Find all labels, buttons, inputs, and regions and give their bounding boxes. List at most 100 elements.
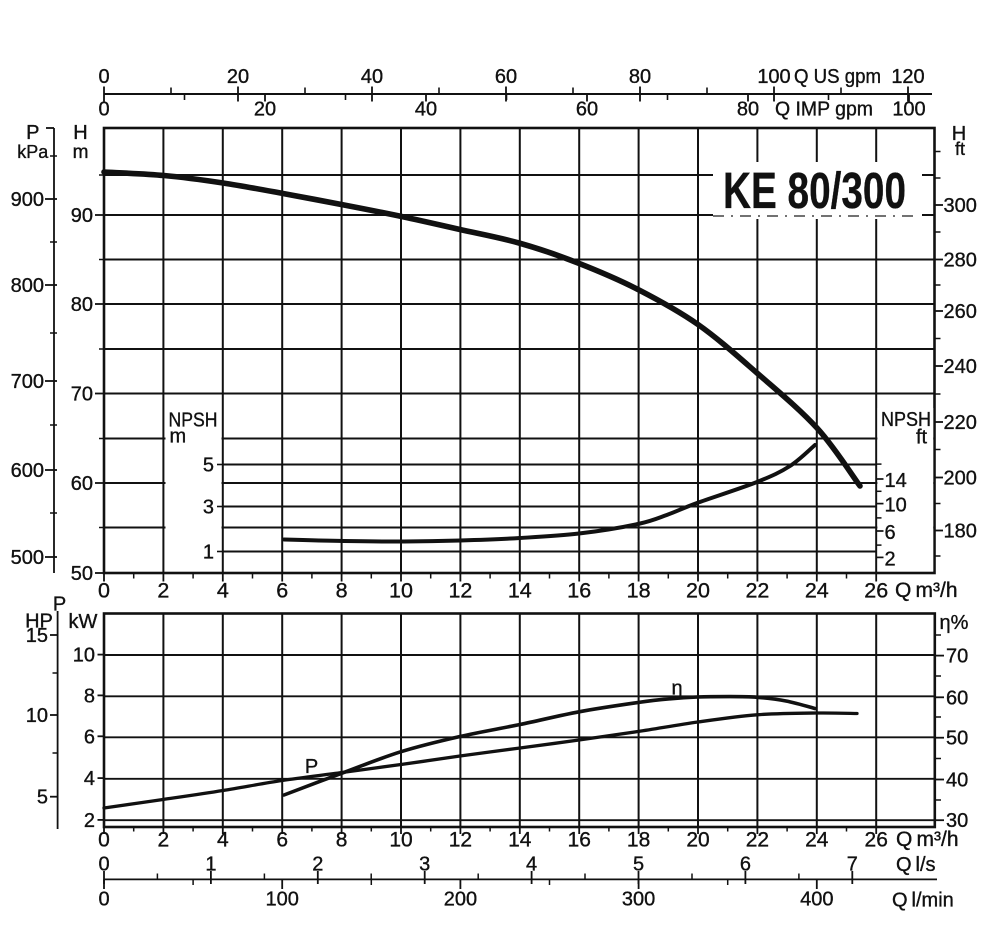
svg-text:80: 80 [629, 66, 651, 88]
svg-text:24: 24 [805, 828, 829, 851]
svg-text:5: 5 [203, 455, 214, 477]
svg-text:18: 18 [627, 828, 650, 851]
svg-text:H: H [73, 122, 87, 144]
svg-text:3: 3 [203, 497, 214, 519]
svg-text:6: 6 [885, 522, 896, 544]
svg-text:Q m³/h: Q m³/h [895, 579, 958, 602]
svg-text:P: P [305, 756, 318, 778]
svg-text:900: 900 [11, 189, 44, 211]
svg-text:6: 6 [276, 828, 288, 851]
svg-text:7: 7 [847, 854, 858, 876]
svg-text:ft: ft [916, 427, 928, 449]
svg-text:KE 80/300: KE 80/300 [723, 162, 906, 219]
svg-text:180: 180 [944, 521, 977, 543]
svg-text:Q m³/h: Q m³/h [896, 828, 959, 851]
svg-text:2: 2 [312, 854, 323, 876]
svg-text:10: 10 [389, 828, 412, 851]
svg-text:η%: η% [940, 612, 969, 634]
svg-text:22: 22 [745, 578, 769, 602]
svg-text:100: 100 [757, 66, 790, 88]
svg-text:2: 2 [157, 578, 169, 602]
svg-text:P: P [53, 594, 66, 616]
svg-text:5: 5 [37, 787, 48, 809]
svg-text:6: 6 [84, 726, 95, 748]
svg-text:kPa: kPa [17, 142, 49, 162]
svg-text:6: 6 [276, 578, 288, 602]
svg-text:6: 6 [740, 854, 751, 876]
svg-text:HP: HP [25, 611, 53, 633]
svg-text:2: 2 [885, 548, 896, 570]
svg-text:100: 100 [266, 889, 299, 911]
svg-text:300: 300 [622, 889, 655, 911]
svg-text:70: 70 [946, 646, 968, 668]
svg-text:120: 120 [891, 66, 924, 88]
svg-text:10: 10 [389, 578, 413, 602]
svg-text:kW: kW [69, 611, 98, 633]
svg-text:20: 20 [686, 828, 709, 851]
svg-text:4: 4 [217, 828, 229, 851]
svg-text:20: 20 [227, 66, 249, 88]
svg-text:NPSH: NPSH [881, 409, 931, 431]
svg-text:10: 10 [885, 495, 907, 517]
svg-text:60: 60 [946, 687, 968, 709]
svg-text:300: 300 [944, 195, 977, 217]
svg-text:m: m [73, 142, 89, 163]
svg-text:0: 0 [98, 889, 109, 911]
svg-text:8: 8 [336, 578, 348, 602]
svg-text:NPSH: NPSH [169, 409, 218, 431]
svg-text:60: 60 [495, 66, 517, 88]
svg-text:5: 5 [633, 854, 644, 876]
svg-text:0: 0 [98, 854, 109, 876]
svg-text:0: 0 [98, 578, 110, 602]
svg-text:100: 100 [892, 99, 925, 121]
svg-text:90: 90 [71, 205, 93, 227]
svg-text:280: 280 [944, 250, 977, 272]
svg-text:50: 50 [946, 728, 968, 750]
svg-text:40: 40 [361, 66, 383, 88]
svg-text:18: 18 [627, 578, 651, 602]
svg-text:4: 4 [84, 768, 95, 790]
svg-text:12: 12 [448, 578, 472, 602]
svg-text:200: 200 [944, 468, 977, 490]
svg-text:Q IMP gpm: Q IMP gpm [775, 99, 873, 121]
svg-text:η: η [671, 678, 682, 700]
svg-text:ft: ft [955, 139, 965, 159]
svg-text:Q US gpm: Q US gpm [794, 66, 881, 88]
svg-text:40: 40 [415, 99, 437, 121]
svg-text:30: 30 [946, 810, 968, 832]
svg-text:14: 14 [885, 470, 907, 492]
svg-text:15: 15 [26, 625, 48, 647]
svg-text:16: 16 [568, 828, 591, 851]
svg-text:26: 26 [865, 828, 888, 851]
svg-text:0: 0 [98, 828, 110, 851]
svg-text:70: 70 [71, 384, 93, 406]
svg-text:40: 40 [946, 770, 968, 792]
svg-text:20: 20 [254, 99, 276, 121]
svg-text:26: 26 [864, 578, 888, 602]
svg-text:400: 400 [800, 889, 833, 911]
svg-text:8: 8 [84, 685, 95, 707]
svg-text:260: 260 [944, 301, 977, 323]
svg-text:22: 22 [746, 828, 769, 851]
svg-text:20: 20 [686, 578, 710, 602]
svg-text:1: 1 [205, 854, 216, 876]
svg-text:80: 80 [71, 294, 93, 316]
svg-text:12: 12 [449, 828, 472, 851]
svg-text:24: 24 [805, 578, 829, 602]
svg-text:700: 700 [11, 371, 44, 393]
svg-text:16: 16 [567, 578, 591, 602]
svg-text:10: 10 [26, 705, 48, 727]
svg-text:50: 50 [71, 563, 93, 585]
svg-text:2: 2 [158, 828, 170, 851]
svg-text:1: 1 [203, 542, 214, 564]
svg-text:H: H [952, 123, 966, 145]
svg-text:3: 3 [419, 854, 430, 876]
svg-text:60: 60 [71, 473, 93, 495]
svg-text:0: 0 [98, 99, 109, 121]
svg-text:2: 2 [84, 810, 95, 832]
svg-text:Q l/min: Q l/min [892, 890, 954, 912]
svg-text:60: 60 [576, 99, 598, 121]
svg-text:0: 0 [98, 66, 109, 88]
svg-text:200: 200 [444, 889, 477, 911]
svg-text:80: 80 [737, 99, 759, 121]
